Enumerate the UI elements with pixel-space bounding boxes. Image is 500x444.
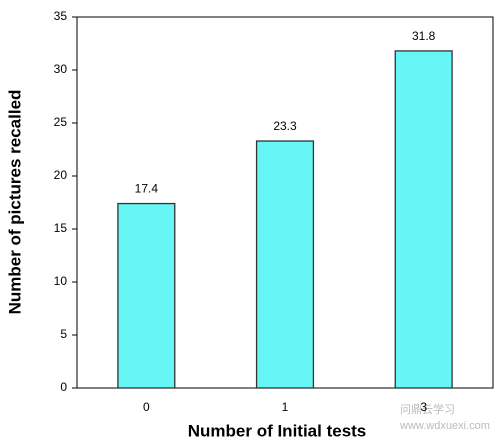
y-tick-label: 35 (54, 9, 68, 23)
watermark: 问鼎云学习 (400, 402, 455, 416)
y-tick-label: 10 (54, 274, 68, 288)
y-tick-label: 30 (54, 62, 68, 76)
y-tick-label: 20 (54, 168, 68, 182)
y-tick-label: 0 (60, 380, 67, 394)
y-tick-label: 5 (60, 327, 67, 341)
value-label: 31.8 (412, 29, 436, 43)
y-tick-label: 25 (54, 115, 68, 129)
x-tick-label: 3 (420, 400, 427, 414)
bar (255, 140, 315, 389)
y-tick-label: 15 (54, 221, 68, 235)
bar (117, 202, 176, 389)
watermark: www.wdxuexi.com (399, 420, 490, 432)
value-label: 23.3 (273, 119, 297, 133)
x-tick-label: 1 (282, 400, 289, 414)
x-tick-label: 0 (143, 400, 150, 414)
bar (394, 50, 453, 389)
y-axis-title: Number of pictures recalled (5, 90, 24, 315)
value-label: 17.4 (135, 182, 159, 196)
x-axis-title: Number of Initial tests (188, 421, 367, 440)
